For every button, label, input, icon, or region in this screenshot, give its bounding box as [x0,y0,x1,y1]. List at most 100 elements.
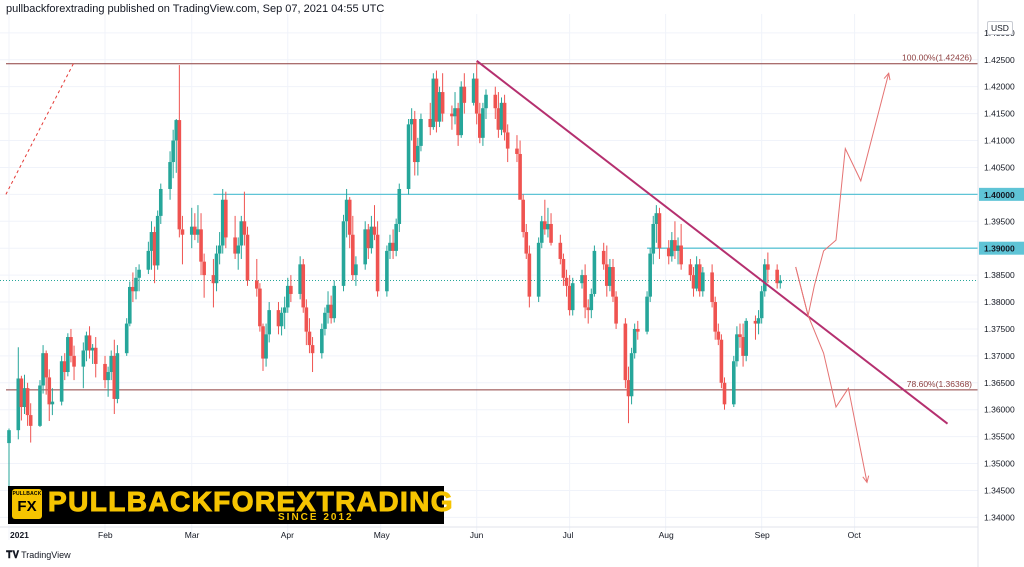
candle[interactable] [391,229,395,259]
candle[interactable] [261,323,265,371]
candle[interactable] [344,188,349,238]
projection-dashed-path[interactable] [5,62,75,195]
candle[interactable] [527,245,532,308]
candle[interactable] [583,264,587,319]
candle[interactable] [354,256,358,286]
candle[interactable] [124,318,129,356]
candle[interactable] [670,232,674,262]
candle[interactable] [134,267,138,300]
candle[interactable] [536,237,541,303]
candle[interactable] [90,344,95,364]
candle[interactable] [713,296,718,340]
candle[interactable] [679,223,683,270]
candle[interactable] [214,245,219,292]
candle[interactable] [72,345,76,381]
candle[interactable] [211,258,216,308]
candle[interactable] [701,267,705,297]
candle[interactable] [521,194,525,238]
candle[interactable] [657,207,662,259]
candle[interactable] [648,248,652,303]
candle[interactable] [323,307,327,336]
candle[interactable] [580,269,584,289]
candle[interactable] [608,258,612,292]
candle[interactable] [756,310,761,335]
candle[interactable] [626,366,631,424]
candle[interactable] [131,272,135,303]
candle[interactable] [570,277,575,316]
candle[interactable] [499,97,504,136]
candle[interactable] [524,223,529,259]
candle[interactable] [180,215,185,265]
candle[interactable] [341,214,346,292]
currency-label[interactable]: USD [987,21,1013,35]
candle[interactable] [59,355,64,406]
candle[interactable] [137,264,141,292]
candle[interactable] [366,223,371,259]
candle[interactable] [171,129,175,179]
candle[interactable] [22,374,27,415]
candle[interactable] [363,221,368,270]
candle[interactable] [741,323,745,367]
candle[interactable] [564,269,569,297]
candle[interactable] [731,355,736,408]
candle[interactable] [38,380,42,427]
candle[interactable] [419,113,423,152]
candle[interactable] [84,331,89,362]
candle[interactable] [635,320,640,340]
candle[interactable] [515,135,519,163]
candle[interactable] [372,205,377,241]
candle[interactable] [103,355,107,389]
candle[interactable] [440,73,445,122]
candle[interactable] [193,213,197,241]
candle[interactable] [453,92,457,125]
candle[interactable] [549,213,553,246]
candle[interactable] [623,318,628,389]
candle[interactable] [409,108,414,141]
candle[interactable] [307,318,312,354]
candle[interactable] [697,258,702,297]
candle[interactable] [722,377,727,410]
candle[interactable] [416,137,420,176]
candle[interactable] [388,234,392,259]
candle[interactable] [158,183,163,224]
candle[interactable] [518,140,522,200]
candle[interactable] [87,326,92,359]
candle[interactable] [285,277,290,313]
candle[interactable] [298,256,302,300]
candle[interactable] [236,237,241,270]
candle[interactable] [753,315,758,340]
candle[interactable] [691,267,696,297]
candle[interactable] [66,333,70,377]
candle[interactable] [496,92,501,138]
candle[interactable] [586,299,591,324]
candle[interactable] [155,210,160,270]
candle[interactable] [7,428,11,494]
candle[interactable] [719,334,724,389]
candle[interactable] [611,258,615,303]
candle[interactable] [481,102,485,146]
candle[interactable] [673,221,677,259]
candle[interactable] [694,256,699,292]
candle[interactable] [16,347,21,440]
candle[interactable] [397,183,402,233]
candle[interactable] [666,240,671,265]
candle[interactable] [267,302,271,343]
candle[interactable] [127,281,132,327]
candle[interactable] [459,81,464,138]
candle[interactable] [558,234,563,265]
candle[interactable] [254,258,259,297]
candle[interactable] [375,221,380,297]
candle[interactable] [289,275,293,303]
candle[interactable] [735,326,739,367]
candle[interactable] [478,102,482,144]
candle[interactable] [264,323,268,367]
candle[interactable] [310,337,315,373]
candle[interactable] [428,102,433,136]
candle[interactable] [168,151,172,200]
candle[interactable] [589,288,594,319]
candle[interactable] [189,207,194,249]
candle[interactable] [385,245,389,297]
candle[interactable] [462,73,467,114]
projection-up-path[interactable] [795,73,890,316]
candle[interactable] [152,226,157,284]
